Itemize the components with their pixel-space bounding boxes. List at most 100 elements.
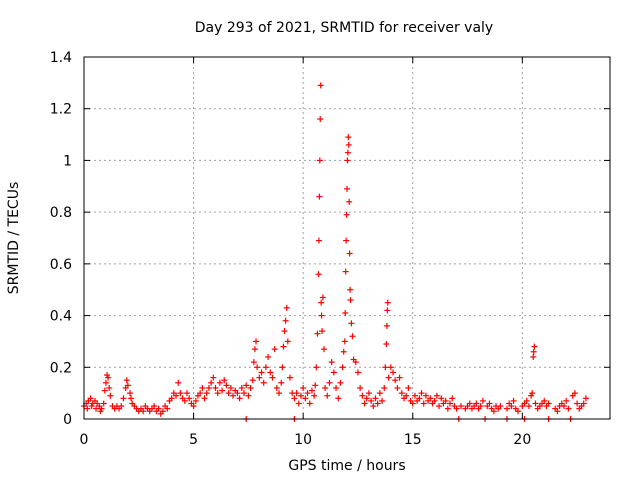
data-point: [349, 333, 356, 340]
data-point: [210, 374, 217, 381]
data-point: [324, 392, 331, 399]
data-point: [508, 403, 515, 410]
data-point: [159, 408, 166, 415]
data-point: [98, 405, 105, 412]
data-point: [563, 397, 570, 404]
data-point: [151, 403, 158, 410]
data-point: [230, 392, 237, 399]
y-tick-label: 1.2: [50, 102, 72, 118]
data-point: [216, 379, 223, 386]
data-point: [339, 364, 346, 371]
data-point: [300, 384, 307, 391]
data-point: [155, 405, 162, 412]
data-point: [291, 395, 298, 402]
data-point: [308, 387, 315, 394]
data-point: [315, 237, 322, 244]
data-point: [318, 312, 325, 319]
data-point: [337, 379, 344, 386]
data-point: [225, 390, 232, 397]
data-point: [317, 116, 324, 123]
data-point: [530, 348, 537, 355]
data-point: [436, 403, 443, 410]
data-point: [251, 346, 258, 353]
data-point: [416, 395, 423, 402]
data-point: [287, 374, 294, 381]
data-point: [306, 400, 313, 407]
data-point: [313, 364, 320, 371]
x-axis-label: GPS time / hours: [288, 458, 405, 474]
data-point: [541, 397, 548, 404]
data-point: [368, 397, 375, 404]
data-point: [420, 400, 427, 407]
data-point: [250, 359, 257, 366]
data-point: [247, 384, 254, 391]
data-point: [444, 405, 451, 412]
data-point: [271, 346, 278, 353]
data-point: [295, 400, 302, 407]
data-point: [326, 379, 333, 386]
data-point: [365, 390, 372, 397]
data-point: [376, 390, 383, 397]
data-point: [405, 384, 412, 391]
data-point: [192, 397, 199, 404]
data-point: [107, 392, 114, 399]
data-point: [258, 369, 265, 376]
data-point: [466, 400, 473, 407]
data-point: [449, 395, 456, 402]
data-point: [124, 382, 131, 389]
data-point: [347, 297, 354, 304]
data-point: [335, 395, 342, 402]
y-tick-label: 0.8: [50, 205, 72, 221]
data-point: [319, 294, 326, 301]
data-point: [302, 395, 309, 402]
data-point: [284, 338, 291, 345]
data-point: [127, 390, 134, 397]
data-point: [106, 384, 113, 391]
data-point: [283, 304, 290, 311]
data-point: [254, 364, 261, 371]
y-tick-label: 0.6: [50, 257, 72, 273]
data-point: [370, 403, 377, 410]
data-point: [409, 400, 416, 407]
data-point: [316, 193, 323, 200]
data-point: [394, 384, 401, 391]
data-point: [352, 359, 359, 366]
data-point: [238, 384, 245, 391]
data-point: [281, 328, 288, 335]
data-point: [574, 400, 581, 407]
data-point: [560, 403, 567, 410]
data-point: [479, 397, 486, 404]
data-point: [340, 348, 347, 355]
data-point: [267, 369, 274, 376]
data-point: [319, 328, 326, 335]
data-point: [120, 395, 127, 402]
data-point: [168, 395, 175, 402]
data-point: [208, 379, 215, 386]
data-point: [318, 299, 325, 306]
data-point: [473, 400, 480, 407]
data-point: [354, 369, 361, 376]
data-point: [385, 374, 392, 381]
data-point: [396, 374, 403, 381]
data-point: [201, 395, 208, 402]
data-point: [545, 400, 552, 407]
data-point: [359, 392, 366, 399]
data-point: [240, 390, 247, 397]
x-tick-label: 0: [80, 432, 89, 448]
data-point: [245, 392, 252, 399]
data-point: [234, 390, 241, 397]
data-point: [186, 395, 193, 402]
data-point: [457, 403, 464, 410]
data-point: [279, 364, 286, 371]
y-tick-label: 0: [63, 412, 72, 428]
data-point: [173, 392, 180, 399]
data-point: [262, 364, 269, 371]
data-point: [276, 390, 283, 397]
data-point: [320, 346, 327, 353]
data-point: [341, 338, 348, 345]
data-point: [293, 390, 300, 397]
data-point: [347, 286, 354, 293]
data-point: [118, 403, 125, 410]
chart-title: Day 293 of 2021, SRMTID for receiver val…: [195, 20, 493, 36]
